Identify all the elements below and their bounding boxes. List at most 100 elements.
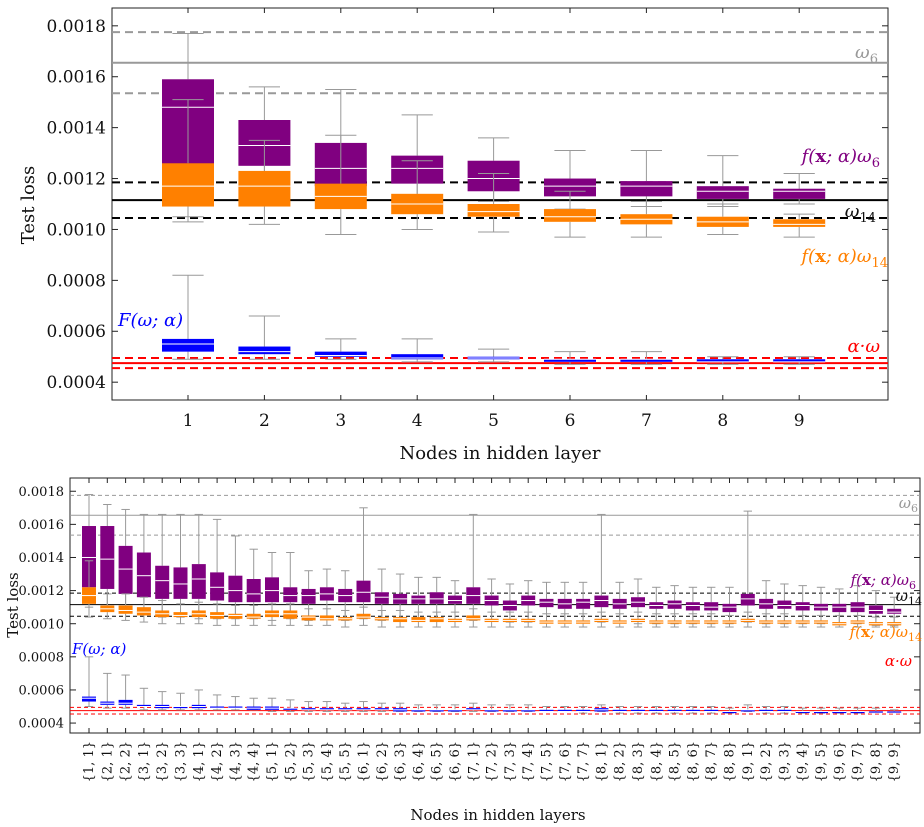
y-tick-label: 0.0004 [19,717,65,732]
x-tick-label: {8, 4} [649,741,664,782]
y-tick-label: 0.0004 [47,373,106,393]
annotation-omega14: ω14 [845,201,876,226]
annotation-omega6: ω6 [855,42,878,67]
box-0 [667,600,682,609]
y-tick-label: 0.0018 [19,485,65,500]
x-tick-label: {6, 2} [375,741,390,782]
box-2 [722,711,737,714]
x-tick-label: 1 [183,411,194,431]
annotation-alpha-omega: α·ω [847,336,880,357]
box-0 [722,603,737,613]
y-tick-label: 0.0008 [47,271,106,291]
box-0 [118,545,133,594]
x-tick-label: {7, 1} [466,741,481,782]
box-2 [521,709,536,712]
y-axis-title: Test loss [18,166,39,245]
annotation-alpha-omega: α·ω [885,652,912,670]
box-0 [283,587,298,603]
box-0 [191,564,206,599]
y-tick-label: 0.0014 [19,551,65,566]
box-0 [777,600,792,609]
box-2 [82,696,96,702]
x-tick-label: {9, 2} [759,741,774,782]
x-tick-label: {8, 8} [723,741,738,782]
annotation-omega6: ω6 [899,494,918,515]
box-1 [136,607,151,616]
annotation-f-omega6: f(x; α)ω6 [850,571,916,592]
box-2 [136,704,151,707]
box-0 [868,605,883,614]
box-1 [773,219,826,227]
box-1 [118,605,133,614]
box-1 [467,204,520,217]
x-tick-label: {9, 3} [777,741,792,782]
box-2 [773,359,826,362]
box-0 [696,186,749,199]
x-tick-label: {8, 2} [613,741,628,782]
box-1 [246,613,261,619]
box-0 [704,602,719,611]
box-1 [173,612,188,618]
x-tick-label: {7, 6} [558,741,573,782]
x-tick-label: {7, 7} [576,741,591,782]
box-2 [649,709,664,712]
x-tick-label: {3, 1} [137,741,152,782]
x-axis-title: Nodes in hidden layer [399,443,600,464]
x-tick-label: {5, 4} [320,741,335,782]
x-tick-label: {8, 1} [594,741,609,782]
y-tick-label: 0.0016 [47,68,106,88]
plot-frame [111,7,889,401]
y-tick-label: 0.0006 [19,683,65,698]
box-2 [814,711,828,714]
x-tick-label: {9, 1} [741,741,756,782]
box-0 [685,602,700,611]
x-tick-label: {7, 5} [540,741,555,782]
y-tick-label: 0.0016 [19,518,65,533]
box-0 [795,602,810,611]
x-tick-label: {6, 5} [430,741,445,782]
box-2 [887,711,902,714]
x-tick-label: 6 [565,411,576,431]
x-tick-label: {9, 8} [869,741,884,782]
box-2 [696,359,749,362]
box-2 [685,709,700,712]
box-0 [228,575,243,603]
box-0 [594,595,609,608]
annotation-F-omega-alpha: F(ω; α) [117,310,183,331]
box-2 [832,711,847,714]
box-1 [283,610,298,619]
x-tick-label: {7, 2} [485,741,500,782]
annotation-f-omega14: f(x; α)ω14 [799,246,888,271]
x-axis-title: Nodes in hidden layers [410,806,585,824]
x-tick-label: {4, 1} [192,741,207,782]
box-1 [393,617,408,623]
x-tick-label: {2, 2} [119,741,134,782]
box-2 [162,338,214,352]
x-tick-label: {3, 2} [155,741,170,782]
box-0 [620,181,673,197]
x-tick-label: {6, 6} [448,741,463,782]
box-0 [887,608,902,614]
box-2 [173,706,188,709]
box-0 [82,526,96,588]
x-tick-label: {8, 7} [704,741,719,782]
y-tick-label: 0.0014 [47,119,106,139]
box-2 [795,711,810,713]
box-1 [466,615,481,621]
box-0 [173,567,188,599]
x-tick-label: {4, 2} [210,741,225,782]
y-tick-label: 0.0012 [47,169,106,189]
box-0 [155,565,170,599]
x-tick-label: {4, 3} [228,741,243,782]
x-tick-label: {5, 5} [338,741,353,782]
x-tick-label: {5, 3} [302,741,317,782]
box-2 [314,351,367,357]
box-2 [704,709,719,712]
box-0 [210,572,225,601]
box-0 [429,592,444,604]
box-1 [238,170,291,207]
x-tick-label: 8 [717,411,728,431]
box-2 [374,708,389,710]
box-2 [228,706,243,709]
